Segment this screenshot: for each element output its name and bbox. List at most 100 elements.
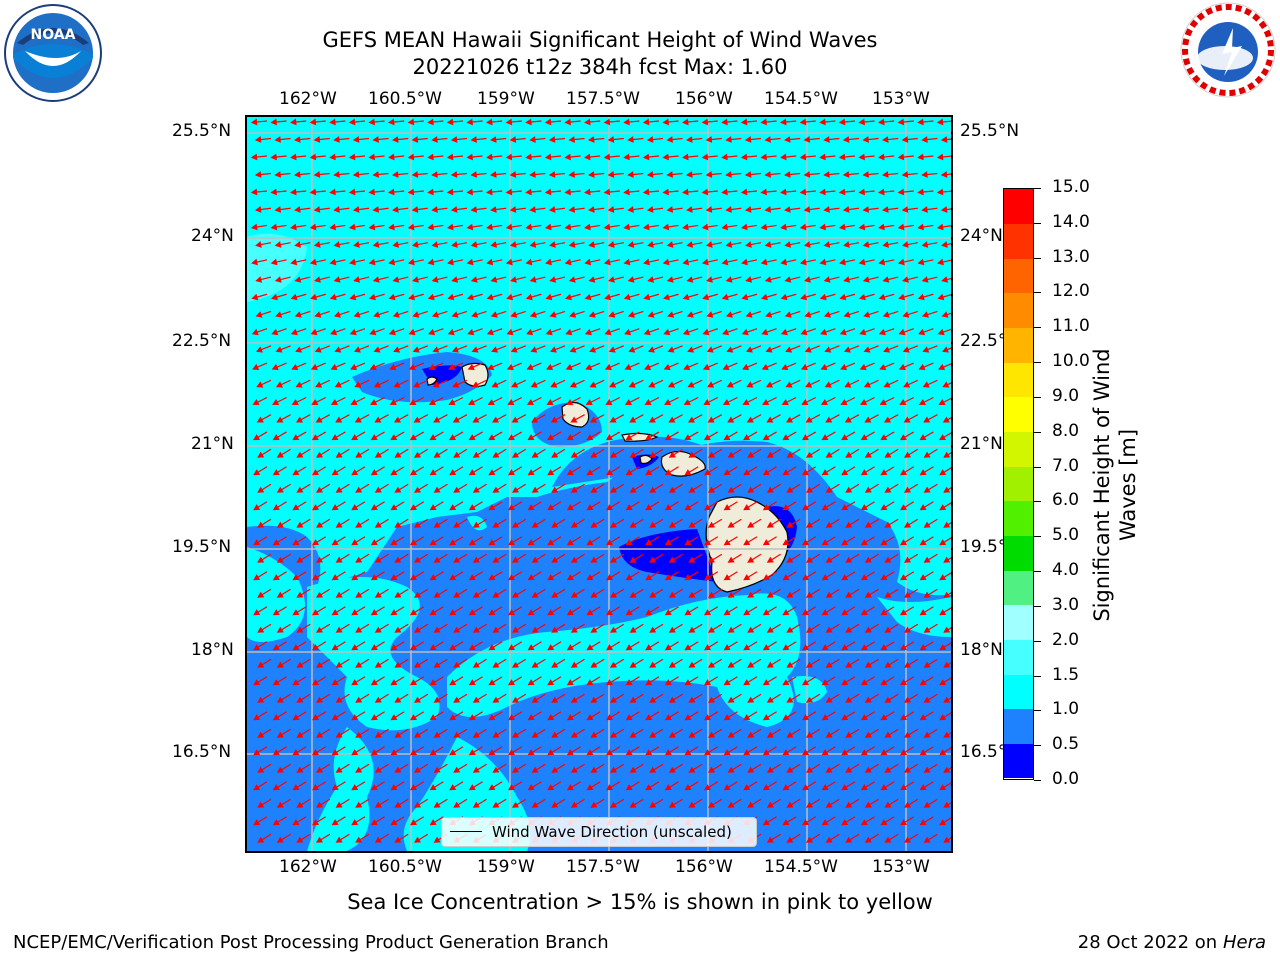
wind-wave-arrowhead [859, 363, 867, 371]
wind-wave-arrowhead [531, 766, 539, 773]
wind-wave-arrowhead [688, 801, 696, 808]
wind-wave-arrowhead [649, 591, 657, 598]
wind-wave-arrowhead [525, 223, 533, 231]
wind-wave-arrowhead [545, 258, 552, 266]
wind-wave-arrowhead [374, 766, 382, 773]
wind-wave-arrowhead [472, 486, 480, 493]
wind-wave-arrowhead [511, 766, 520, 773]
wind-wave-arrowhead [684, 504, 692, 511]
wind-wave-arrowhead [727, 591, 735, 598]
wind-wave-arrowhead [590, 486, 598, 493]
wind-wave-arrowhead [666, 276, 674, 283]
wind-wave-arrowhead [433, 591, 441, 598]
wind-wave-arrowhead [899, 784, 908, 791]
wind-wave-arrowhead [331, 434, 339, 441]
wind-wave-arrowhead [780, 258, 788, 266]
colorbar-tick [1034, 536, 1041, 538]
wind-wave-arrowhead [939, 539, 947, 546]
wind-wave-arrowhead [311, 434, 319, 441]
wind-wave-arrowhead [372, 136, 379, 143]
wind-wave-arrowhead [786, 486, 794, 493]
wind-wave-arrowhead [351, 644, 359, 651]
wind-wave-arrowhead [449, 504, 457, 511]
wind-wave-arrowhead [272, 679, 280, 686]
wind-wave-arrowhead [566, 398, 574, 406]
wind-wave-arrowhead [427, 153, 434, 161]
wind-wave-arrowhead [921, 136, 928, 143]
lat-tick-left: 24°N [191, 226, 234, 246]
wind-wave-arrowhead [431, 311, 439, 318]
wind-wave-arrowhead [566, 539, 574, 546]
wind-wave-arrowhead [625, 679, 633, 686]
wind-wave-arrowhead [353, 241, 360, 248]
wind-wave-arrowhead [645, 504, 653, 511]
wind-wave-arrowhead [786, 696, 794, 703]
wind-wave-arrowhead [882, 136, 889, 143]
island-lanai [639, 454, 653, 465]
wind-wave-arrowhead [901, 136, 909, 143]
wind-wave-arrowhead [625, 574, 633, 581]
wind-wave-arrowhead [780, 223, 787, 231]
wind-wave-arrowhead [668, 696, 676, 703]
wind-wave-arrowhead [427, 293, 435, 301]
wind-wave-arrowhead [707, 591, 716, 598]
wind-wave-arrowhead [727, 486, 735, 493]
wind-wave-arrowhead [570, 766, 578, 773]
wind-wave-arrowhead [917, 258, 925, 266]
wind-wave-arrowhead [841, 714, 849, 721]
colorbar-segment [1004, 708, 1033, 744]
wind-wave-arrowhead [315, 521, 324, 528]
wind-wave-arrowhead [509, 241, 517, 248]
wind-wave-arrowhead [351, 819, 359, 826]
wind-wave-arrowhead [884, 731, 892, 738]
wind-wave-arrowhead [526, 328, 534, 336]
wind-wave-arrowhead [664, 539, 672, 546]
colorbar-tick [1034, 501, 1041, 503]
wind-wave-arrowhead [412, 346, 420, 353]
wind-wave-arrowhead [647, 311, 655, 318]
wind-wave-arrowhead [373, 311, 381, 318]
wind-wave-arrowhead [701, 153, 709, 161]
wind-wave-arrowhead [782, 679, 790, 686]
colorbar-tick-label: 7.0 [1052, 455, 1080, 476]
colorbar-segment [1004, 362, 1033, 398]
wind-wave-arrowhead [799, 223, 807, 231]
wind-wave-arrowhead [721, 258, 729, 266]
wind-wave-arrowhead [369, 328, 377, 336]
wind-wave-arrowhead [880, 644, 888, 651]
wind-wave-arrowhead [723, 434, 731, 441]
wind-wave-arrowhead [551, 556, 559, 563]
wind-wave-arrowhead [409, 784, 418, 791]
wind-wave-arrowhead [388, 118, 395, 126]
wind-wave-arrowhead [449, 574, 457, 581]
wind-wave-arrowhead [604, 363, 612, 371]
wind-wave-arrowhead [723, 679, 731, 686]
wind-wave-arrowhead [313, 171, 321, 178]
wind-wave-arrowhead [623, 118, 630, 126]
wind-wave-arrowhead [432, 346, 440, 353]
wind-wave-arrowhead [388, 188, 395, 196]
wind-wave-arrowhead [350, 363, 358, 371]
wind-wave-arrowhead [820, 328, 828, 336]
wind-wave-arrowhead [564, 188, 571, 196]
wind-wave-arrowhead [368, 188, 375, 196]
wind-wave-arrowhead [918, 363, 926, 371]
wind-wave-arrowhead [919, 644, 927, 651]
wind-wave-arrowhead [603, 258, 611, 266]
wind-wave-arrowhead [276, 416, 284, 423]
wind-wave-arrowhead [743, 574, 751, 581]
wind-wave-arrowhead [707, 731, 716, 738]
wind-wave-arrowhead [747, 801, 755, 808]
wind-wave-arrowhead [667, 311, 675, 318]
wind-wave-arrowhead [743, 644, 751, 651]
wind-wave-arrowhead [899, 539, 908, 546]
wind-wave-arrowhead [492, 766, 500, 773]
wind-wave-arrowhead [315, 556, 324, 563]
colorbar-tick-label: 9.0 [1052, 385, 1080, 406]
wind-wave-arrowhead [766, 486, 774, 493]
wind-wave-arrowhead [864, 486, 872, 493]
wind-wave-arrowhead [355, 451, 363, 458]
wind-wave-arrowhead [801, 609, 810, 616]
wind-wave-arrowhead [585, 398, 593, 406]
wind-wave-arrowhead [845, 486, 853, 493]
